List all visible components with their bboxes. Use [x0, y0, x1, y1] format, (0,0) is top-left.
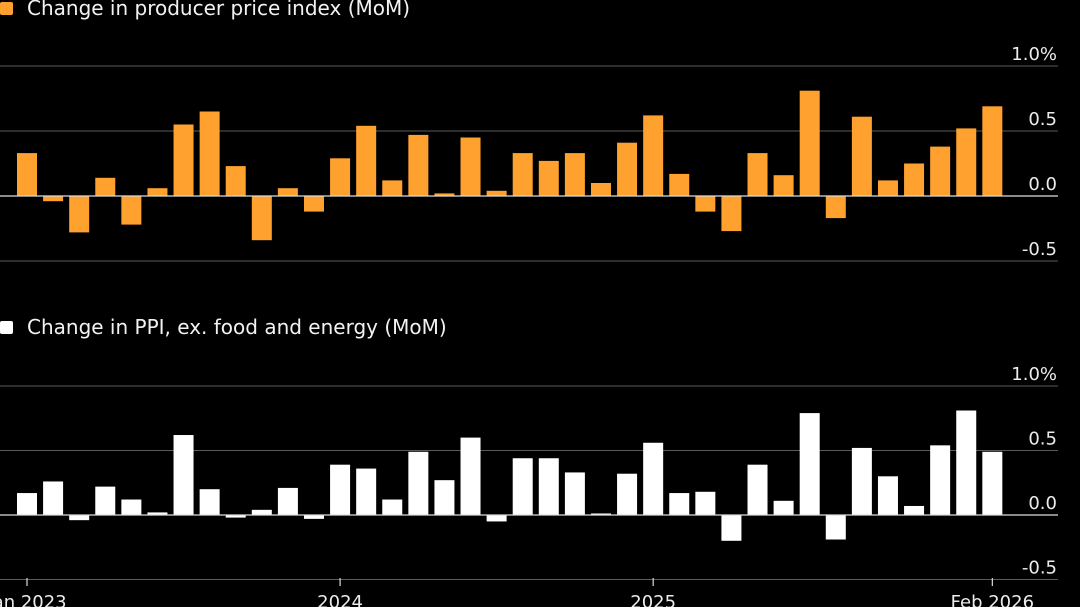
bar-core-ppi	[486, 515, 507, 522]
bar-core-ppi	[877, 476, 898, 515]
y-tick-label-ppi: 0.0	[1028, 174, 1057, 195]
legend-ppi: Change in producer price index (MoM)	[0, 0, 410, 20]
y-tick-label-ppi: 1.0%	[1011, 44, 1057, 65]
bar-core-ppi	[225, 515, 246, 518]
bar-ppi	[930, 146, 951, 196]
bar-core-ppi	[512, 458, 533, 515]
bar-core-ppi	[564, 472, 585, 515]
bar-ppi	[434, 193, 455, 196]
bar-ppi	[69, 196, 90, 233]
bar-ppi	[956, 128, 977, 196]
bar-ppi	[147, 188, 168, 196]
bar-core-ppi	[460, 437, 481, 515]
bar-core-ppi	[251, 509, 272, 515]
bar-core-ppi	[43, 481, 64, 515]
bar-ppi	[486, 190, 507, 196]
bar-ppi	[538, 160, 559, 196]
bar-core-ppi	[434, 480, 455, 515]
legend-core-ppi: Change in PPI, ex. food and energy (MoM)	[0, 315, 447, 339]
bar-ppi	[695, 196, 716, 212]
x-tick-label: 2025	[630, 592, 676, 607]
bar-core-ppi	[904, 505, 925, 515]
bar-ppi	[512, 153, 533, 196]
bar-ppi	[877, 180, 898, 196]
bar-ppi	[43, 196, 64, 202]
bar-ppi	[851, 116, 872, 196]
bar-core-ppi	[277, 487, 298, 515]
bar-core-ppi	[747, 464, 768, 515]
bar-ppi	[356, 125, 377, 196]
bar-core-ppi	[590, 513, 611, 515]
bar-core-ppi	[669, 493, 690, 515]
bar-ppi	[825, 196, 846, 219]
bar-ppi	[17, 153, 37, 196]
bar-ppi	[669, 173, 690, 196]
bar-core-ppi	[538, 458, 559, 515]
bar-core-ppi	[303, 515, 324, 519]
bar-ppi	[303, 196, 324, 212]
bar-ppi	[904, 163, 925, 196]
bar-core-ppi	[643, 442, 664, 515]
x-tick-label: Feb 2026	[951, 592, 1034, 607]
bar-core-ppi	[695, 491, 716, 515]
bar-ppi	[199, 111, 220, 196]
bar-ppi	[225, 166, 246, 196]
bar-core-ppi	[173, 435, 194, 515]
bar-ppi	[382, 180, 403, 196]
bar-ppi	[617, 142, 638, 196]
bar-core-ppi	[408, 451, 429, 515]
bar-core-ppi	[982, 451, 1003, 515]
legend-label-core-ppi: Change in PPI, ex. food and energy (MoM)	[27, 315, 447, 339]
bar-ppi	[95, 177, 116, 196]
bar-core-ppi	[330, 464, 351, 515]
bar-core-ppi	[95, 486, 116, 515]
bar-core-ppi	[199, 489, 220, 515]
y-tick-label-core-ppi: 0.0	[1028, 493, 1057, 514]
bar-core-ppi	[147, 512, 168, 515]
y-tick-label-core-ppi: 1.0%	[1011, 364, 1057, 385]
y-tick-label-core-ppi: 0.5	[1028, 429, 1057, 450]
y-tick-label-ppi: 0.5	[1028, 109, 1057, 130]
x-tick-label: Jan 2023	[0, 592, 67, 607]
bar-core-ppi	[851, 447, 872, 515]
legend-swatch-core-ppi	[0, 320, 13, 334]
bar-ppi	[590, 183, 611, 196]
bar-core-ppi	[930, 445, 951, 515]
bar-core-ppi	[17, 493, 37, 515]
bar-ppi	[747, 153, 768, 196]
bar-ppi	[330, 158, 351, 196]
bar-ppi	[121, 196, 142, 225]
bar-ppi	[277, 188, 298, 196]
bar-ppi	[460, 137, 481, 196]
legend-swatch-ppi	[0, 1, 13, 15]
bar-core-ppi	[721, 515, 742, 541]
bar-core-ppi	[382, 499, 403, 515]
bar-ppi	[173, 124, 194, 196]
bar-ppi	[251, 196, 272, 241]
bar-core-ppi	[617, 473, 638, 515]
bar-ppi	[643, 115, 664, 196]
x-tick-label: 2024	[317, 592, 363, 607]
bar-ppi	[408, 134, 429, 196]
bar-core-ppi	[69, 515, 90, 521]
bar-core-ppi	[121, 499, 142, 515]
bar-ppi	[773, 175, 794, 196]
bar-core-ppi	[799, 413, 820, 515]
bar-core-ppi	[825, 515, 846, 540]
bar-core-ppi	[956, 410, 977, 515]
bar-ppi	[799, 90, 820, 196]
bar-core-ppi	[356, 468, 377, 515]
bar-core-ppi	[773, 500, 794, 515]
bar-ppi	[564, 153, 585, 196]
bar-ppi	[982, 106, 1003, 196]
legend-label-ppi: Change in producer price index (MoM)	[27, 0, 411, 20]
y-tick-label-core-ppi: -0.5	[1022, 558, 1057, 579]
y-tick-label-ppi: -0.5	[1022, 239, 1057, 260]
bar-ppi	[721, 196, 742, 232]
